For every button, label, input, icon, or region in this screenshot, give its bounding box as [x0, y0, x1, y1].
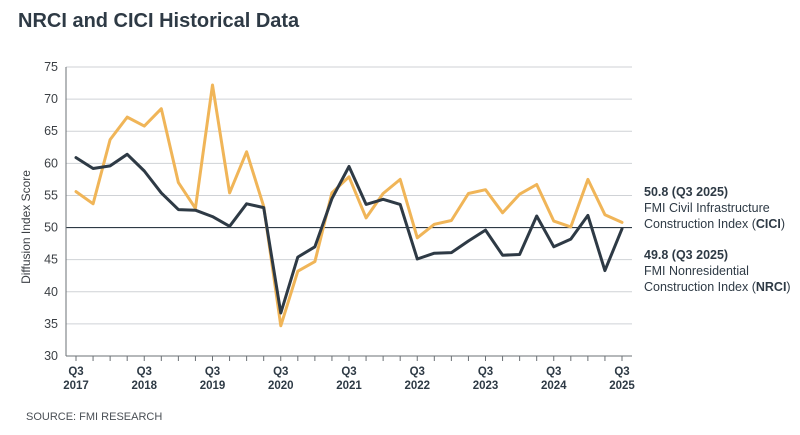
x-tick-quarter-2020: Q3	[273, 366, 288, 378]
chart-title: NRCI and CICI Historical Data	[18, 10, 300, 32]
x-tick-year-2019: 2019	[200, 380, 226, 392]
y-tick-35: 35	[44, 317, 58, 331]
x-tick-year-2021: 2021	[336, 380, 362, 392]
x-tick-quarter-2023: Q3	[478, 366, 493, 378]
x-tick-quarter-2021: Q3	[341, 366, 356, 378]
y-tick-labels: 30 35 40 45 50 55 60 65 70 75	[44, 60, 58, 363]
nrci-series-line	[74, 152, 624, 315]
x-tick-quarter-2024: Q3	[546, 366, 561, 378]
y-tick-70: 70	[44, 92, 58, 106]
cici-series-line	[74, 83, 624, 328]
x-tick-year-2022: 2022	[404, 380, 430, 392]
y-tick-60: 60	[44, 156, 58, 170]
cici-name-line2: Construction Index (CICI)	[644, 217, 785, 231]
y-axis-label: Diffusion Index Score	[19, 170, 33, 284]
nrci-annotation: 49.8 (Q3 2025) FMI Nonresidential Constr…	[644, 248, 791, 294]
series-lines	[74, 83, 624, 328]
y-tick-55: 55	[44, 188, 58, 202]
y-tick-50: 50	[44, 221, 58, 235]
gridlines	[66, 66, 632, 325]
axes	[65, 67, 632, 361]
y-tick-75: 75	[44, 60, 58, 74]
x-tick-year-2020: 2020	[268, 380, 294, 392]
nrci-latest-value: 49.8 (Q3 2025)	[644, 248, 728, 262]
y-tick-45: 45	[44, 253, 58, 267]
cici-annotation: 50.8 (Q3 2025) FMI Civil Infrastructure …	[644, 185, 785, 231]
x-tick-quarter-2022: Q3	[410, 366, 425, 378]
x-tick-year-2018: 2018	[131, 380, 157, 392]
y-tick-30: 30	[44, 349, 58, 363]
x-tick-year-2023: 2023	[473, 380, 499, 392]
cici-latest-value: 50.8 (Q3 2025)	[644, 185, 728, 199]
x-tick-quarter-2019: Q3	[205, 366, 220, 378]
x-tick-year-2024: 2024	[541, 380, 567, 392]
cici-name-line1: FMI Civil Infrastructure	[644, 201, 770, 215]
x-tick-year-2025: 2025	[609, 380, 635, 392]
source-note: SOURCE: FMI RESEARCH	[26, 411, 163, 423]
nrci-name-line2: Construction Index (NRCI)	[644, 280, 791, 294]
x-tick-quarter-2017: Q3	[68, 366, 83, 378]
x-tick-quarter-2018: Q3	[137, 366, 152, 378]
y-tick-65: 65	[44, 124, 58, 138]
nrci-name-line1: FMI Nonresidential	[644, 264, 749, 278]
y-tick-40: 40	[44, 285, 58, 299]
x-tick-labels: Q3 2017 Q3 2018 Q3 2019 Q3 2020 Q3 2021 Q3 2022 Q3 20…	[63, 366, 635, 392]
x-tick-year-2017: 2017	[63, 380, 89, 392]
x-tick-quarter-2025: Q3	[614, 366, 629, 378]
